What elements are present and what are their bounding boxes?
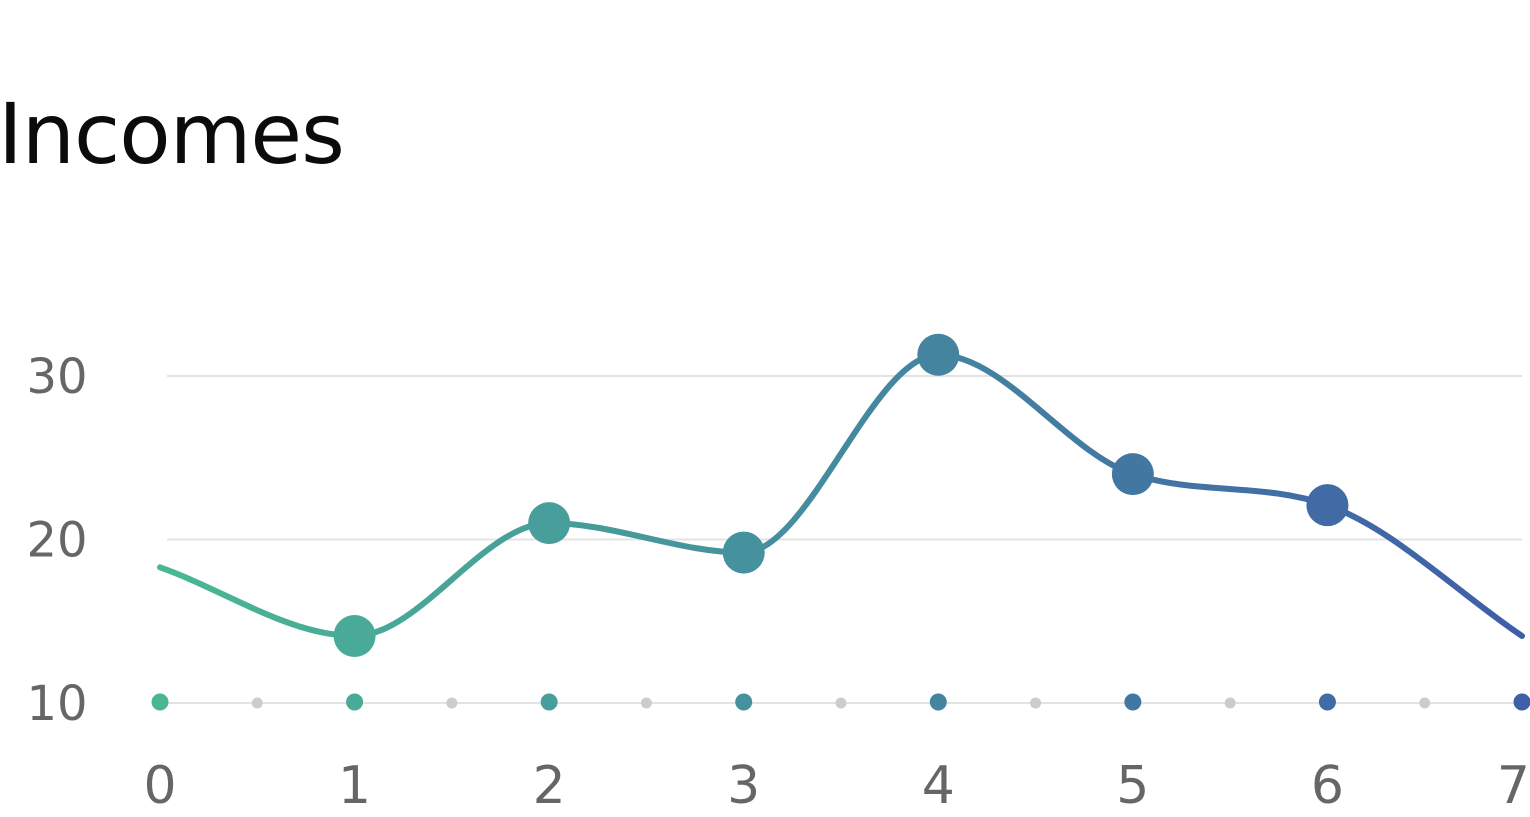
data-point-5 [1111,453,1154,496]
x-axis-dots [151,693,1530,711]
x-axis-dot-7 [1513,693,1530,711]
y-tick-label-30: 30 [26,349,87,405]
x-axis-minor-dot-0 [251,697,263,709]
y-tick-label-20: 20 [26,513,87,569]
x-axis-dot-1 [346,693,364,711]
data-point-3 [722,531,765,574]
x-tick-label-3: 3 [727,756,760,816]
x-axis-ticks: 0 1 2 3 4 5 6 7 [143,756,1530,816]
x-tick-label-2: 2 [533,756,566,816]
y-axis-ticks: 10 20 30 [26,349,87,732]
data-point-1 [333,614,376,657]
x-axis-dot-2 [540,693,558,711]
x-axis-dot-0 [151,693,169,711]
data-points [333,333,1349,657]
x-axis-minor-dot-2 [640,697,652,709]
grid-lines [167,375,1522,704]
x-axis-minor-dot-5 [1224,697,1236,709]
x-axis-minor-dot-4 [1030,697,1042,709]
x-tick-label-4: 4 [922,756,955,816]
x-tick-label-1: 1 [338,756,371,816]
x-tick-label-0: 0 [143,756,176,816]
series-line [157,351,1525,639]
data-point-6 [1306,484,1349,527]
x-axis-dot-4 [929,693,947,711]
x-axis-minor-dot-1 [446,697,458,709]
x-axis-dot-6 [1318,693,1336,711]
series-line-layer [157,351,1525,639]
x-axis-minor-dot-3 [835,697,847,709]
chart-title: Incomes [0,85,345,183]
x-tick-label-6: 6 [1311,756,1344,816]
x-axis-minor-dot-6 [1419,697,1431,709]
data-point-2 [528,502,571,545]
x-tick-label-5: 5 [1116,756,1149,816]
x-tick-label-7: 7 [1497,756,1530,816]
data-point-4 [917,333,960,376]
y-tick-label-10: 10 [26,676,87,732]
x-axis-dot-3 [735,693,753,711]
x-axis-dot-5 [1124,693,1142,711]
